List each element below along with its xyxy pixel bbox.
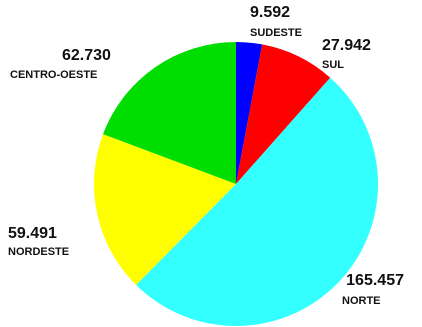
pie-slice bbox=[236, 42, 263, 184]
value-label: 165.457 bbox=[346, 272, 404, 289]
pie-slice bbox=[236, 44, 331, 184]
pie-slice bbox=[93, 134, 236, 285]
category-label: SUDESTE bbox=[250, 27, 302, 39]
category-label: NORDESTE bbox=[8, 246, 69, 258]
value-label: 27.942 bbox=[322, 37, 371, 54]
pie-slice bbox=[136, 77, 378, 326]
value-label: 9.592 bbox=[250, 4, 290, 21]
pie-slice bbox=[103, 42, 236, 184]
category-label: SUL bbox=[322, 59, 344, 71]
category-label: NORTE bbox=[342, 295, 381, 307]
category-label: CENTRO-OESTE bbox=[10, 69, 97, 81]
value-label: 62.730 bbox=[62, 47, 111, 64]
value-label: 59.491 bbox=[8, 225, 57, 242]
